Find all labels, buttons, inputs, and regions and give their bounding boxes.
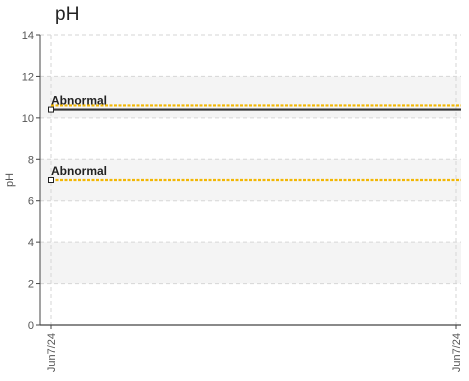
chart-title: pH xyxy=(55,4,80,25)
band-2 xyxy=(40,76,461,118)
y-tick-label-1: 2 xyxy=(28,279,34,291)
y-tick-label-3: 6 xyxy=(28,196,34,208)
y-tick-label-4: 8 xyxy=(28,154,34,166)
y-tick-label-7: 14 xyxy=(22,30,34,42)
annotation-label-1: Abnormal xyxy=(51,164,107,178)
band-0 xyxy=(40,242,461,284)
y-axis-label: pH xyxy=(4,173,16,187)
y-tick-label-0: 0 xyxy=(28,320,34,332)
y-tick-label-5: 10 xyxy=(22,113,34,125)
x-tick-label-0: Jun7/24 xyxy=(46,333,58,372)
annotation-label-0: Abnormal xyxy=(51,94,107,108)
data-point-0 xyxy=(48,106,54,113)
y-tick-label-2: 4 xyxy=(28,237,34,249)
y-tick-label-6: 12 xyxy=(22,71,34,83)
x-tick-label-1: Jun7/24 xyxy=(451,333,463,372)
data-point-1 xyxy=(48,177,54,183)
